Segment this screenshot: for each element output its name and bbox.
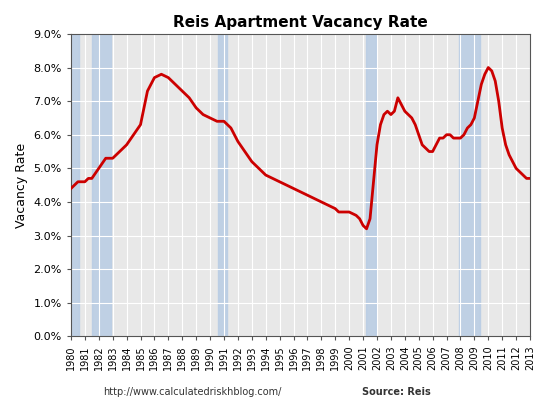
Bar bbox=[366, 34, 376, 336]
Text: Source: Reis: Source: Reis bbox=[362, 387, 430, 397]
Text: http://www.calculatedriskhblog.com/: http://www.calculatedriskhblog.com/ bbox=[103, 387, 282, 397]
Bar bbox=[459, 34, 480, 336]
Bar bbox=[92, 34, 111, 336]
Y-axis label: Vacancy Rate: Vacancy Rate bbox=[15, 143, 28, 228]
Bar bbox=[71, 34, 79, 336]
Title: Reis Apartment Vacancy Rate: Reis Apartment Vacancy Rate bbox=[173, 15, 428, 30]
Bar bbox=[218, 34, 227, 336]
